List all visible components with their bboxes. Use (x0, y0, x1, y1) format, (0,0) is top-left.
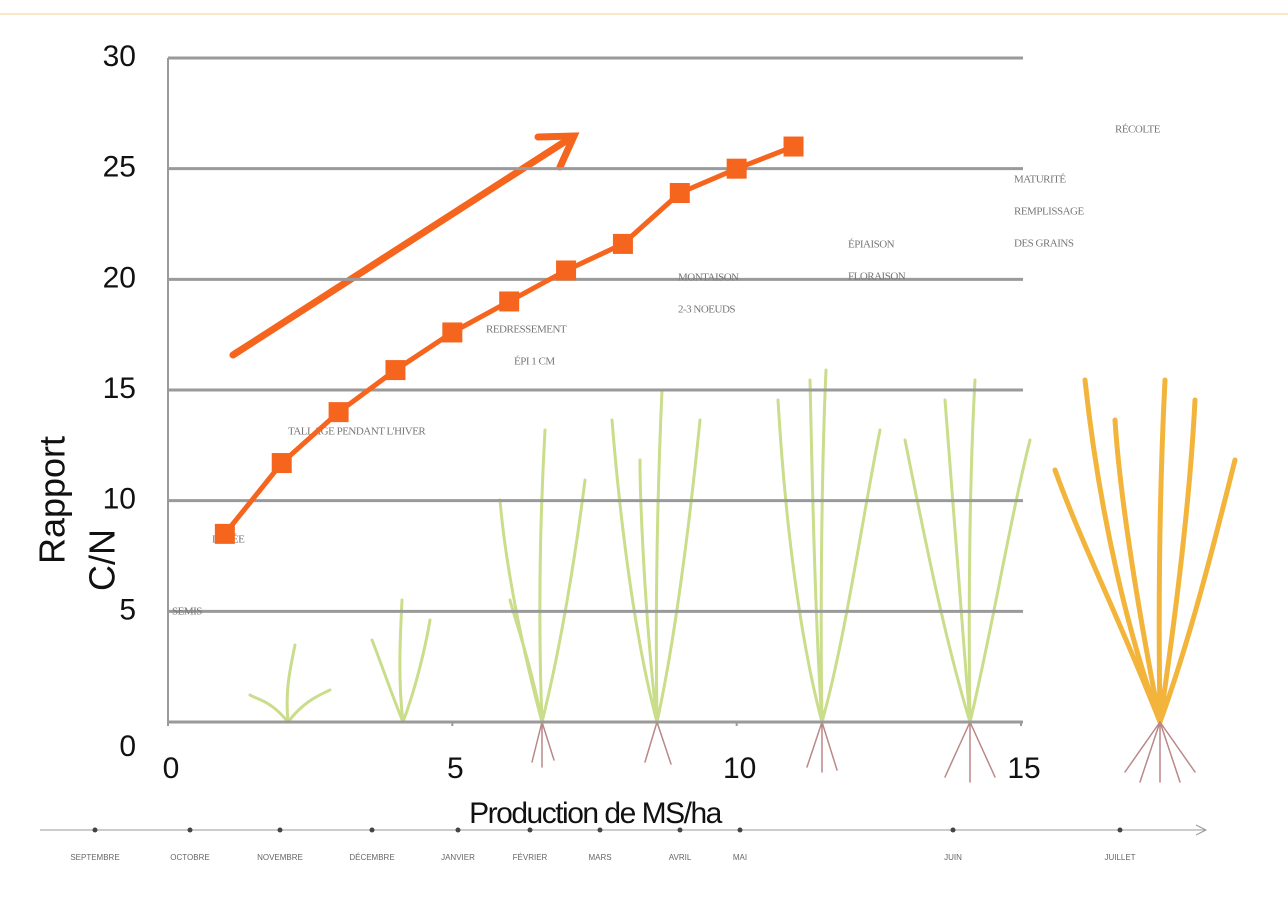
data-marker (215, 524, 235, 544)
stage-label: MONTAISON (678, 272, 739, 284)
month-label: MAI (733, 853, 747, 862)
stage-label: REDRESSEMENT (486, 324, 567, 336)
data-marker (727, 159, 747, 179)
data-marker (272, 453, 292, 473)
data-marker (556, 260, 576, 280)
month-label: JUILLET (1104, 853, 1135, 862)
month-label: SEPTEMBRE (70, 853, 119, 862)
data-line (225, 147, 794, 534)
y-tick-label: 25 (103, 151, 136, 184)
timeline-dot (598, 828, 603, 833)
x-tick-label: 0 (163, 752, 180, 785)
x-tick-label: 15 (1007, 752, 1040, 785)
month-label: AVRIL (669, 853, 692, 862)
data-marker (670, 183, 690, 203)
data-marker (329, 402, 349, 422)
month-label: NOVEMBRE (257, 853, 303, 862)
x-tick-label: 5 (447, 752, 464, 785)
stage-label: ÉPI 1 CM (514, 356, 555, 368)
month-label: JANVIER (441, 853, 475, 862)
stage-label: MATURITÉ (1014, 174, 1066, 186)
stage-label: SEMIS (172, 606, 202, 618)
data-marker (385, 360, 405, 380)
data-marker (613, 234, 633, 254)
timeline-dot (456, 828, 461, 833)
timeline-dot (528, 828, 533, 833)
month-label: FÉVRIER (513, 853, 548, 862)
y-tick-label: 30 (103, 40, 136, 73)
timeline-dot (1118, 828, 1123, 833)
y-tick-label: 15 (103, 372, 136, 405)
x-axis-title: Production de MS/ha (469, 797, 722, 830)
x-tick-label: 10 (723, 752, 756, 785)
stage-label: FLORAISON (848, 271, 906, 283)
timeline-dot (370, 828, 375, 833)
y-tick-label: 10 (103, 483, 136, 516)
stage-label: RÉCOLTE (1115, 124, 1161, 136)
stage-label: DES GRAINS (1014, 238, 1074, 250)
month-label: OCTOBRE (170, 853, 209, 862)
y-tick-label: 5 (119, 593, 136, 626)
y-tick-label: 0 (119, 730, 136, 763)
timeline-dot (188, 828, 193, 833)
timeline-dot (93, 828, 98, 833)
timeline-dot (278, 828, 283, 833)
data-marker (784, 137, 804, 157)
timeline-dot (951, 828, 956, 833)
stage-label: 2-3 NOEUDS (678, 304, 735, 316)
y-axis-title: C/N (82, 529, 123, 591)
stage-label: REMPLISSAGE (1014, 206, 1084, 218)
timeline-dot (738, 828, 743, 833)
data-marker (442, 322, 462, 342)
month-label: DÉCEMBRE (349, 853, 394, 862)
stage-label: ÉPIAISON (848, 239, 895, 251)
timeline-dot (678, 828, 683, 833)
month-label: MARS (588, 853, 611, 862)
chart: Rapport C/N Production de MS/ha 0 5 10 15 20… (0, 0, 1288, 898)
data-marker (499, 291, 519, 311)
y-tick-label: 20 (103, 261, 136, 294)
y-axis-title: Rapport (32, 436, 73, 564)
month-label: JUIN (944, 853, 962, 862)
